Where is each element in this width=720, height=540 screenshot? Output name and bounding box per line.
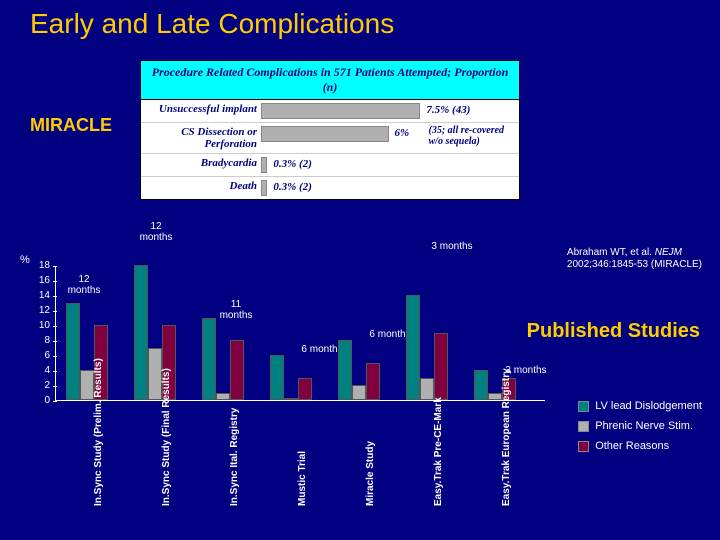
y-tick: 14	[30, 290, 50, 301]
trial-label: MIRACLE	[30, 115, 112, 136]
bar	[270, 355, 284, 400]
bar	[284, 398, 298, 400]
row-label: Bradycardia	[141, 154, 261, 176]
bar	[488, 393, 502, 401]
row-value: 0.3% (2)	[273, 181, 312, 193]
bar-group	[406, 295, 448, 400]
legend-label: LV lead Dislodgement	[595, 400, 702, 412]
y-tick: 12	[30, 305, 50, 316]
chart-plot: 12 months12 months11 months6 months6 mon…	[55, 266, 545, 401]
x-axis-label: Mustic Trial	[297, 451, 308, 506]
row-label: CS Dissection or Perforation	[141, 123, 261, 153]
slide-title: Early and Late Complications	[0, 0, 720, 48]
y-tick: 8	[30, 335, 50, 346]
horizontal-bar	[261, 157, 267, 173]
y-axis-label: %	[20, 254, 30, 266]
period-label: 12 months	[62, 274, 106, 296]
published-studies-label: Published Studies	[527, 320, 700, 343]
bar	[80, 370, 94, 400]
x-axis-label: Easy.Trak Pre-CE-Mark	[433, 397, 444, 506]
row-note: (35; all re-covered w/o sequela)	[429, 125, 509, 147]
bar-group	[270, 355, 312, 400]
bar	[420, 378, 434, 401]
table-row: Bradycardia 0.3% (2)	[141, 154, 519, 177]
row-bar-area: 0.3% (2)	[261, 177, 519, 199]
x-axis-label: In.Sync Study (Prelim. Results)	[93, 358, 104, 506]
y-tick: 18	[30, 260, 50, 271]
legend-label: Other Reasons	[595, 440, 669, 452]
y-tick: 16	[30, 275, 50, 286]
bar	[216, 393, 230, 401]
legend-item: Other Reasons	[578, 440, 702, 452]
chart-legend: LV lead Dislodgement Phrenic Nerve Stim. O…	[578, 400, 702, 460]
period-label: 12 months	[134, 221, 178, 243]
bar-chart: % 024681012141618 12 months12 months11 m…	[20, 262, 550, 512]
table-row: Unsuccessful implant 7.5% (43)	[141, 100, 519, 123]
bar	[148, 348, 162, 401]
x-axis-label: Miracle Study	[365, 441, 376, 506]
bar	[298, 378, 312, 401]
legend-swatch	[578, 421, 589, 432]
row-bar-area: 7.5% (43)	[261, 100, 519, 122]
legend-item: LV lead Dislodgement	[578, 400, 702, 412]
legend-swatch	[578, 401, 589, 412]
bar	[134, 265, 148, 400]
period-label: 11 months	[214, 299, 258, 321]
horizontal-bar	[261, 180, 267, 196]
row-bar-area: 0.3% (2)	[261, 154, 519, 176]
x-axis-label: Easy.Trak European Registry	[501, 368, 512, 506]
horizontal-bar	[261, 126, 389, 142]
citation-text2: 2002;346:1845-53 (MIRACLE)	[567, 259, 702, 270]
row-value: 6%	[395, 127, 410, 139]
y-tick: 2	[30, 380, 50, 391]
y-tick: 6	[30, 350, 50, 361]
complications-table: Procedure Related Complications in 571 P…	[140, 60, 520, 200]
horizontal-bar	[261, 103, 420, 119]
legend-swatch	[578, 441, 589, 452]
row-label: Death	[141, 177, 261, 199]
bar	[66, 303, 80, 401]
bar-group	[202, 318, 244, 401]
bar	[352, 385, 366, 400]
x-axis-label: In.Sync Study (Final Results)	[161, 368, 172, 506]
bar	[406, 295, 420, 400]
legend-item: Phrenic Nerve Stim.	[578, 420, 702, 432]
x-axis-label: In.Sync Ital. Registry	[229, 408, 240, 506]
row-value: 0.3% (2)	[273, 158, 312, 170]
period-label: 3 months	[430, 241, 474, 252]
legend-label: Phrenic Nerve Stim.	[595, 420, 693, 432]
bar	[366, 363, 380, 401]
row-value: 7.5% (43)	[426, 104, 470, 116]
citation-ital: NEJM	[655, 247, 682, 258]
y-tick: 0	[30, 395, 50, 406]
table-row: CS Dissection or Perforation 6% (35; all r…	[141, 123, 519, 154]
table-row: Death 0.3% (2)	[141, 177, 519, 199]
y-tick: 4	[30, 365, 50, 376]
table-header: Procedure Related Complications in 571 P…	[141, 61, 519, 100]
bar	[338, 340, 352, 400]
row-bar-area: 6% (35; all re-covered w/o sequela)	[261, 123, 519, 153]
bar-group	[338, 340, 380, 400]
y-tick: 10	[30, 320, 50, 331]
row-label: Unsuccessful implant	[141, 100, 261, 122]
bar	[202, 318, 216, 401]
bar	[434, 333, 448, 401]
bar	[474, 370, 488, 400]
citation-text1: Abraham WT, et al.	[567, 247, 655, 258]
citation: Abraham WT, et al. NEJM 2002;346:1845-53…	[567, 247, 702, 271]
bar	[230, 340, 244, 400]
